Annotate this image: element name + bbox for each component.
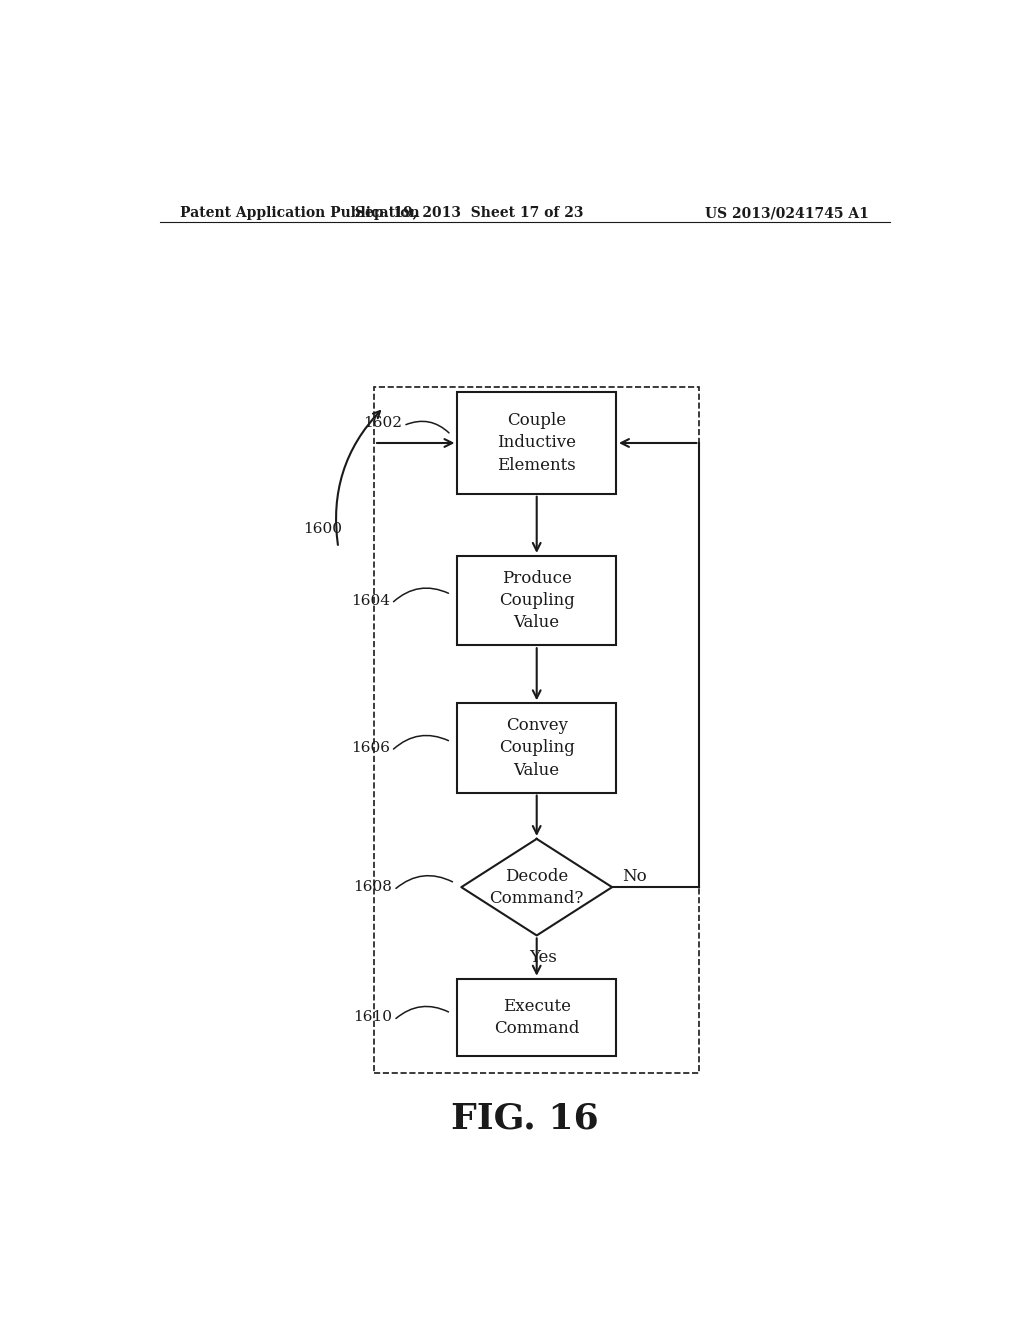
Text: Sep. 19, 2013  Sheet 17 of 23: Sep. 19, 2013 Sheet 17 of 23 bbox=[355, 206, 584, 220]
Text: Decode
Command?: Decode Command? bbox=[489, 867, 584, 907]
Text: Execute
Command: Execute Command bbox=[494, 998, 580, 1036]
Text: 1608: 1608 bbox=[353, 880, 392, 894]
Text: 1610: 1610 bbox=[353, 1010, 392, 1024]
Text: Produce
Coupling
Value: Produce Coupling Value bbox=[499, 570, 574, 631]
Text: No: No bbox=[622, 869, 647, 886]
Text: FIG. 16: FIG. 16 bbox=[451, 1102, 599, 1137]
Bar bbox=[458, 556, 616, 645]
Bar bbox=[458, 704, 616, 792]
Text: 1602: 1602 bbox=[362, 416, 401, 430]
Text: Couple
Inductive
Elements: Couple Inductive Elements bbox=[498, 412, 577, 474]
Text: 1600: 1600 bbox=[303, 523, 342, 536]
Bar bbox=[374, 387, 699, 1073]
Text: 1606: 1606 bbox=[351, 741, 390, 755]
Bar bbox=[458, 978, 616, 1056]
Text: Patent Application Publication: Patent Application Publication bbox=[179, 206, 419, 220]
Text: Convey
Coupling
Value: Convey Coupling Value bbox=[499, 717, 574, 779]
Bar bbox=[458, 392, 616, 494]
Text: 1604: 1604 bbox=[351, 594, 390, 607]
Text: Yes: Yes bbox=[529, 949, 557, 966]
Text: US 2013/0241745 A1: US 2013/0241745 A1 bbox=[705, 206, 868, 220]
